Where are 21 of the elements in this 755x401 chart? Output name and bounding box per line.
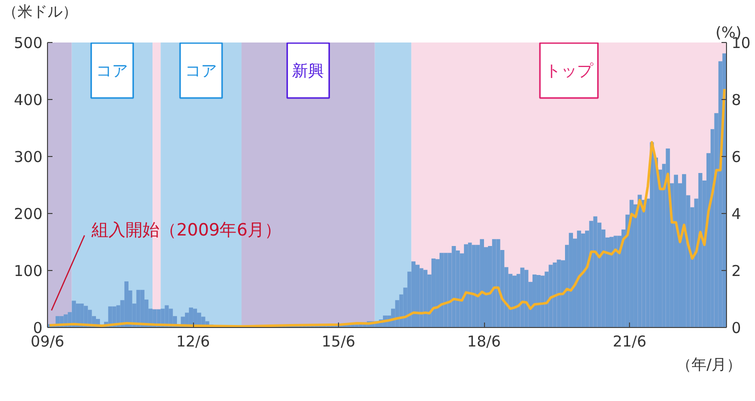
band-label: トップ [544, 61, 594, 80]
x-tick-label: 21/6 [612, 332, 646, 350]
x-tick-label: 18/6 [467, 332, 501, 350]
y-tick-label: 400 [14, 91, 43, 109]
band-label: 新興 [292, 61, 324, 80]
y-tick-label: 200 [14, 205, 43, 223]
y-tick-label: 500 [14, 34, 43, 52]
y2-tick-label: 8 [732, 91, 742, 109]
band-label: コア [96, 61, 128, 80]
y-axis-title: （米ドル） [2, 2, 78, 20]
y2-tick-label: 6 [732, 148, 742, 166]
band-label: コア [185, 61, 218, 80]
annotation: 組入開始（2009年6月） [90, 220, 282, 240]
y2-tick-label: 4 [732, 205, 742, 223]
y2-tick-label: 2 [732, 262, 742, 280]
y2-tick-label: 0 [732, 319, 742, 337]
x-axis-title: （年/月） [676, 356, 742, 374]
y-tick-label: 300 [14, 148, 43, 166]
x-tick-label: 15/6 [322, 332, 356, 350]
x-tick-label: 12/6 [176, 332, 210, 350]
y-tick-label: 100 [14, 262, 43, 280]
